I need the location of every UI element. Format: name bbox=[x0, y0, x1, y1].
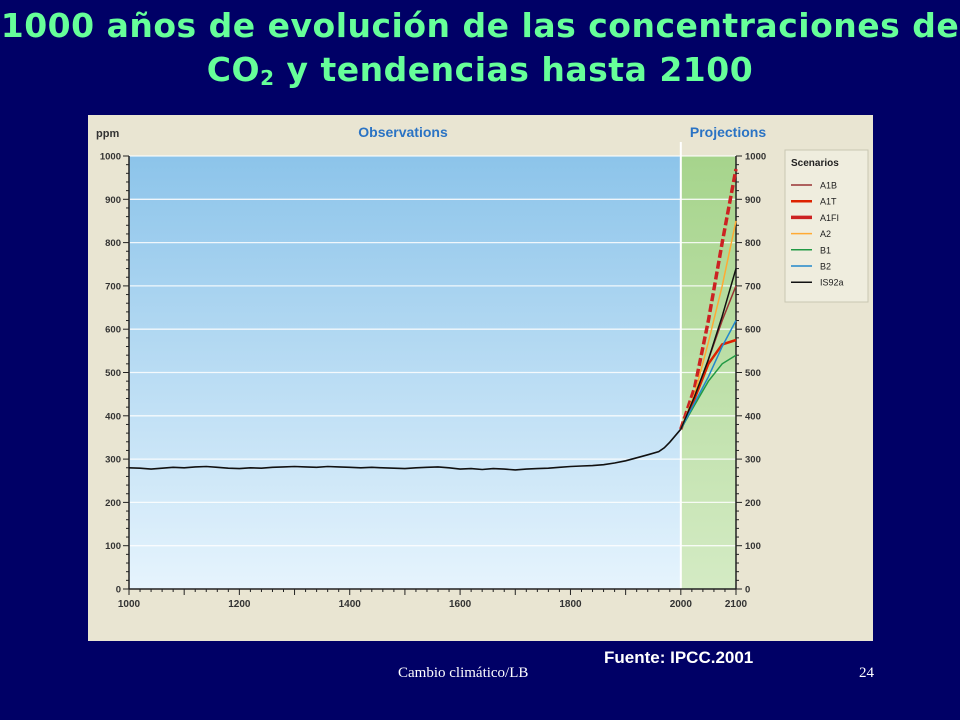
y-tick-label-right-300: 300 bbox=[745, 455, 761, 466]
x-tick-label-2000: 2000 bbox=[670, 599, 693, 610]
legend-label-a2: A2 bbox=[820, 229, 831, 239]
y-tick-label-right-0: 0 bbox=[745, 585, 750, 596]
y-tick-label-right-500: 500 bbox=[745, 368, 761, 379]
title-co: CO bbox=[206, 50, 261, 89]
y-ticks-left: 0 100 200 300 400 500 600 700 800 900 1000 bbox=[100, 152, 129, 596]
projection-lines bbox=[679, 168, 738, 430]
y-tick-label-right-700: 700 bbox=[745, 281, 761, 292]
projections-label: Projections bbox=[690, 124, 766, 140]
y-axis-label: ppm bbox=[96, 128, 119, 140]
x-tick-label-1400: 1400 bbox=[339, 599, 362, 610]
x-tick-label-1000: 1000 bbox=[118, 599, 141, 610]
slide-title: 1000 años de evolución de las concentrac… bbox=[0, 4, 960, 100]
observations-series bbox=[128, 428, 682, 471]
series-line-a1fi bbox=[679, 168, 738, 430]
x-tick-label-1200: 1200 bbox=[228, 599, 251, 610]
y-tick-label-left-300: 300 bbox=[105, 455, 121, 466]
y-tick-label-left-400: 400 bbox=[105, 411, 121, 422]
legend-label-a1fi: A1FI bbox=[820, 213, 839, 223]
legend-box bbox=[784, 149, 869, 303]
y-tick-label-right-800: 800 bbox=[745, 238, 761, 249]
observations-label: Observations bbox=[358, 124, 448, 140]
y-tick-label-left-800: 800 bbox=[105, 238, 121, 249]
y-tick-label-left-1000: 1000 bbox=[100, 152, 121, 163]
x-ticks: 1000 1200 1400 1600 1800 2000 2100 bbox=[118, 589, 748, 610]
title-subscript: 2 bbox=[260, 66, 275, 90]
y-tick-label-right-600: 600 bbox=[745, 325, 761, 336]
legend-label-a1t: A1T bbox=[820, 197, 837, 207]
y-tick-label-right-900: 900 bbox=[745, 195, 761, 206]
y-tick-label-left-700: 700 bbox=[105, 281, 121, 292]
series-line-b2 bbox=[680, 320, 737, 430]
legend-label-is92a: IS92a bbox=[820, 278, 844, 288]
x-tick-label-1600: 1600 bbox=[449, 599, 472, 610]
legend-label-a1b: A1B bbox=[820, 181, 837, 191]
series-line-is92a bbox=[680, 268, 737, 430]
y-tick-label-right-100: 100 bbox=[745, 541, 761, 552]
y-tick-label-right-400: 400 bbox=[745, 411, 761, 422]
page-number: 24 bbox=[859, 665, 874, 681]
grid-lines bbox=[129, 142, 736, 589]
legend-label-b2: B2 bbox=[820, 262, 831, 272]
title-line-1: 1000 años de evolución de las concentrac… bbox=[0, 6, 960, 45]
legend: Scenarios A1B A1T A1FI A2 B1 B2 IS92a bbox=[784, 149, 869, 303]
footer-text: Cambio climático/LB bbox=[398, 665, 529, 681]
y-ticks-right: 0 100 200 300 400 500 600 700 800 900 1000 bbox=[736, 152, 766, 596]
legend-label-b1: B1 bbox=[820, 245, 831, 255]
y-tick-label-left-200: 200 bbox=[105, 498, 121, 509]
co2-chart: 1000 1200 1400 1600 1800 2000 2100 0 100 200 300 4… bbox=[88, 115, 873, 641]
y-tick-label-right-200: 200 bbox=[745, 498, 761, 509]
observations-line bbox=[128, 428, 682, 471]
y-tick-label-left-100: 100 bbox=[105, 541, 121, 552]
y-tick-label-left-500: 500 bbox=[105, 368, 121, 379]
title-line-2: CO2 y tendencias hasta 2100 bbox=[0, 48, 960, 100]
x-tick-label-1800: 1800 bbox=[559, 599, 582, 610]
y-tick-label-left-0: 0 bbox=[116, 585, 121, 596]
y-tick-label-right-1000: 1000 bbox=[745, 152, 766, 163]
source-note: Fuente: IPCC.2001 bbox=[604, 648, 754, 667]
chart-svg: 1000 1200 1400 1600 1800 2000 2100 01002003004… bbox=[88, 115, 873, 641]
legend-title: Scenarios bbox=[791, 158, 839, 169]
y-tick-label-left-900: 900 bbox=[105, 195, 121, 206]
x-tick-label-2100: 2100 bbox=[725, 599, 748, 610]
y-tick-label-left-600: 600 bbox=[105, 325, 121, 336]
title-rest: y tendencias hasta 2100 bbox=[274, 50, 754, 89]
